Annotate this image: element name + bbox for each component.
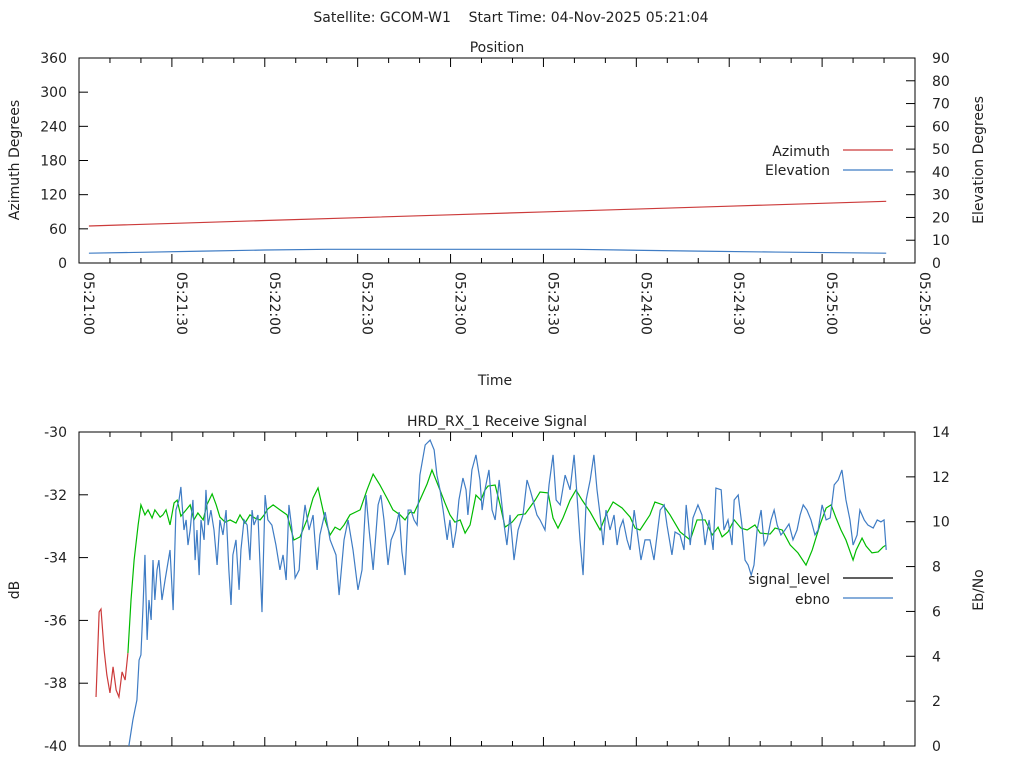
y-tick-label: 120 (40, 188, 67, 204)
y-tick-label: 0 (58, 256, 67, 272)
ebno-axis-label: Eb/No (971, 569, 987, 611)
x-tick-label: 05:25:00 (823, 272, 839, 335)
legend-ebno-label: ebno (795, 592, 830, 608)
position-title: Position (470, 40, 525, 56)
receive-signal-title: HRD_RX_1 Receive Signal (407, 414, 587, 430)
x-tick-label: 05:24:00 (637, 272, 653, 335)
azimuth-line (88, 200, 887, 227)
y2-tick-label: 6 (932, 604, 941, 620)
y2-tick-label: 90 (932, 51, 950, 67)
y2-tick-label: 0 (932, 739, 941, 755)
y2-tick-label: 30 (932, 188, 950, 204)
y2-tick-label: 4 (932, 649, 941, 665)
y2-tick-label: 10 (932, 233, 950, 249)
signal-level-unlocked-line (95, 607, 129, 700)
y-tick-label: -40 (44, 739, 67, 755)
position-plot: Position Azimuth Degrees Elevation Degre… (7, 40, 987, 389)
x-tick-label: 05:22:00 (266, 272, 282, 335)
y2-tick-label: 10 (932, 515, 950, 531)
legend-signal-level-label: signal_level (748, 572, 830, 588)
y-tick-label: 240 (40, 119, 67, 135)
y2-tick-label: 12 (932, 470, 950, 486)
x-tick-label: 05:25:30 (916, 272, 932, 335)
y-tick-label: 180 (40, 154, 67, 170)
x-tick-label: 05:21:00 (80, 272, 96, 335)
db-axis-label: dB (7, 581, 23, 600)
y2-tick-label: 2 (932, 694, 941, 710)
elevation-axis-label: Elevation Degrees (971, 96, 987, 224)
plot-border (78, 57, 916, 264)
receive-signal-plot: HRD_RX_1 Receive Signal dB Eb/No signal_… (7, 414, 987, 755)
legend-azimuth-label: Azimuth (772, 144, 830, 160)
y2-tick-label: 20 (932, 210, 950, 226)
y2-tick-label: 80 (932, 74, 950, 90)
plot-border (78, 431, 916, 747)
time-axis-label: Time (477, 373, 512, 389)
y-tick-label: 60 (49, 222, 67, 238)
y2-tick-label: 0 (932, 256, 941, 272)
y2-tick-label: 70 (932, 97, 950, 113)
x-tick-label: 05:21:30 (173, 272, 189, 335)
x-tick-label: 05:23:30 (544, 272, 560, 335)
y-tick-label: -30 (44, 425, 67, 441)
x-tick-label: 05:24:30 (730, 272, 746, 335)
y-tick-label: -36 (44, 613, 67, 629)
y2-tick-label: 14 (932, 425, 950, 441)
y2-tick-label: 8 (932, 560, 941, 576)
y-tick-label: -34 (44, 551, 67, 567)
legend-elevation-label: Elevation (765, 163, 830, 179)
y-tick-label: 360 (40, 51, 67, 67)
y-tick-label: -38 (44, 676, 67, 692)
azimuth-axis-label: Azimuth Degrees (7, 100, 23, 220)
y2-tick-label: 40 (932, 165, 950, 181)
y2-tick-label: 50 (932, 142, 950, 158)
y-tick-label: -32 (44, 488, 67, 504)
x-tick-label: 05:22:30 (359, 272, 375, 335)
y-tick-label: 300 (40, 85, 67, 101)
x-tick-label: 05:23:00 (452, 272, 468, 335)
ebno-line (128, 439, 887, 747)
header-title: Satellite: GCOM-W1 Start Time: 04-Nov-20… (313, 10, 708, 26)
elevation-line (88, 248, 887, 254)
signal-level-line (127, 468, 887, 654)
y2-tick-label: 60 (932, 119, 950, 135)
